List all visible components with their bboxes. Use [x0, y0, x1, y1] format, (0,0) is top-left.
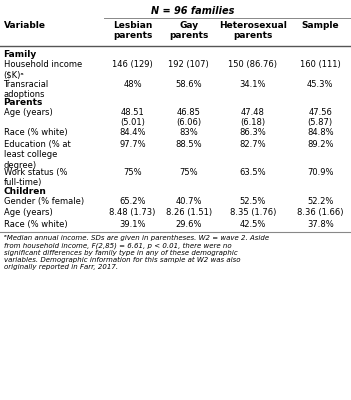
Text: 8.36 (1.66): 8.36 (1.66): [297, 208, 344, 217]
Text: 48%: 48%: [123, 80, 142, 89]
Text: 82.7%: 82.7%: [239, 140, 266, 149]
Text: 84.8%: 84.8%: [307, 128, 333, 137]
Text: 52.5%: 52.5%: [239, 197, 266, 206]
Text: Sample: Sample: [302, 21, 339, 30]
Text: Children: Children: [4, 187, 46, 196]
Text: Education (% at
least college
degree): Education (% at least college degree): [4, 140, 70, 170]
Text: 47.56
(5.87): 47.56 (5.87): [308, 108, 333, 127]
Text: Gay
parents: Gay parents: [169, 21, 208, 40]
Text: Race (% white): Race (% white): [4, 220, 67, 229]
Text: 75%: 75%: [179, 168, 198, 177]
Text: 46.85
(6.06): 46.85 (6.06): [176, 108, 201, 127]
Text: 52.2%: 52.2%: [307, 197, 333, 206]
Text: 83%: 83%: [179, 128, 198, 137]
Text: 88.5%: 88.5%: [176, 140, 202, 149]
Text: 58.6%: 58.6%: [176, 80, 202, 89]
Text: 40.7%: 40.7%: [176, 197, 202, 206]
Text: 75%: 75%: [123, 168, 142, 177]
Text: Race (% white): Race (% white): [4, 128, 67, 137]
Text: Household income
($K)ᵃ: Household income ($K)ᵃ: [4, 60, 82, 79]
Text: ᵃMedian annual income. SDs are given in parentheses. W2 = wave 2. Aside
from hou: ᵃMedian annual income. SDs are given in …: [4, 235, 269, 270]
Text: 160 (111): 160 (111): [300, 60, 341, 69]
Text: Heterosexual
parents: Heterosexual parents: [219, 21, 287, 40]
Text: 34.1%: 34.1%: [239, 80, 266, 89]
Text: 8.35 (1.76): 8.35 (1.76): [230, 208, 276, 217]
Text: Variable: Variable: [4, 21, 46, 30]
Text: 29.6%: 29.6%: [176, 220, 202, 229]
Text: Age (years): Age (years): [4, 208, 52, 217]
Text: Work status (%
full-time): Work status (% full-time): [4, 168, 67, 187]
Text: Lesbian
parents: Lesbian parents: [113, 21, 152, 40]
Text: Transracial
adoptions: Transracial adoptions: [4, 80, 49, 99]
Text: 39.1%: 39.1%: [119, 220, 146, 229]
Text: Age (years): Age (years): [4, 108, 52, 117]
Text: Gender (% female): Gender (% female): [4, 197, 84, 206]
Text: 65.2%: 65.2%: [119, 197, 146, 206]
Text: 47.48
(6.18): 47.48 (6.18): [240, 108, 265, 127]
Text: 42.5%: 42.5%: [239, 220, 266, 229]
Text: 37.8%: 37.8%: [307, 220, 334, 229]
Text: 84.4%: 84.4%: [119, 128, 146, 137]
Text: 86.3%: 86.3%: [239, 128, 266, 137]
Text: 70.9%: 70.9%: [307, 168, 333, 177]
Text: 146 (129): 146 (129): [112, 60, 153, 69]
Text: 8.48 (1.73): 8.48 (1.73): [109, 208, 156, 217]
Text: 45.3%: 45.3%: [307, 80, 333, 89]
Text: 97.7%: 97.7%: [119, 140, 146, 149]
Text: 89.2%: 89.2%: [307, 140, 333, 149]
Text: 63.5%: 63.5%: [239, 168, 266, 177]
Text: 192 (107): 192 (107): [168, 60, 209, 69]
Text: N = 96 families: N = 96 families: [151, 6, 235, 16]
Text: Family: Family: [4, 50, 37, 59]
Text: 8.26 (1.51): 8.26 (1.51): [166, 208, 212, 217]
Text: 150 (86.76): 150 (86.76): [228, 60, 277, 69]
Text: 48.51
(5.01): 48.51 (5.01): [120, 108, 145, 127]
Text: Parents: Parents: [4, 98, 43, 107]
